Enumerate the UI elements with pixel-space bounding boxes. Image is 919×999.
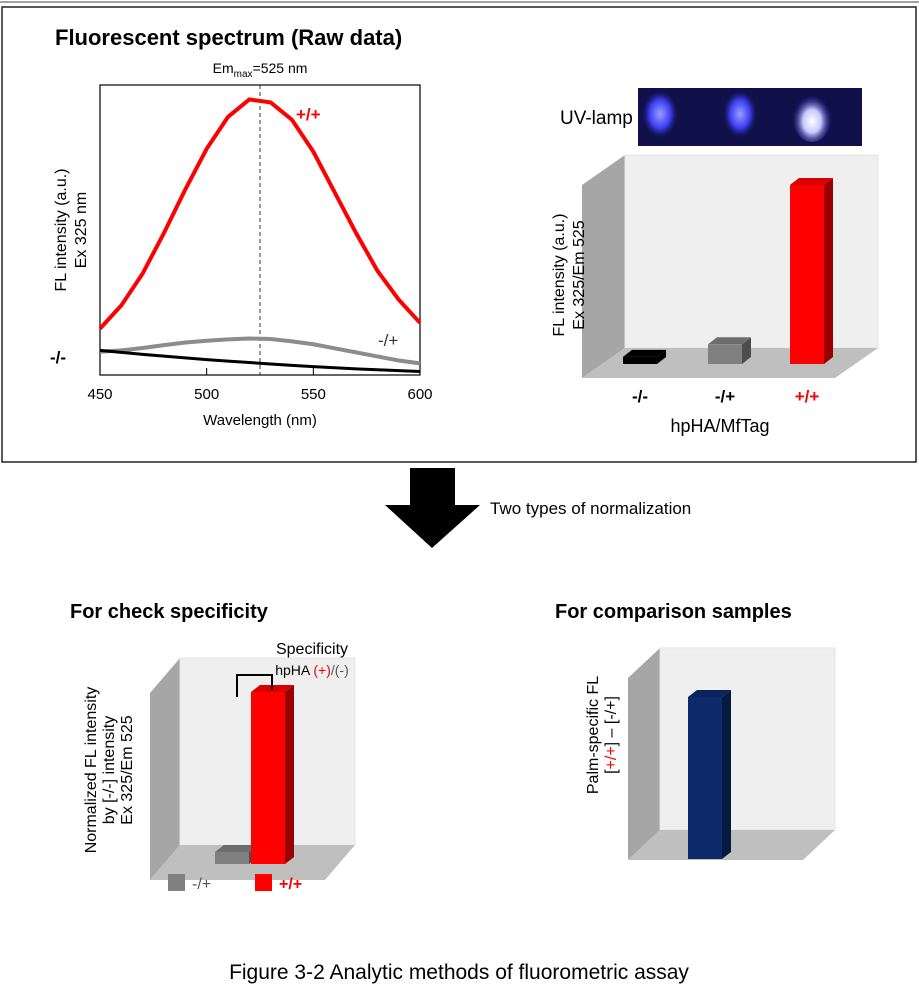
left-wall xyxy=(150,658,180,880)
bar-front xyxy=(251,692,285,864)
bar xyxy=(623,349,666,364)
bar-side xyxy=(722,690,731,859)
back-wall xyxy=(659,647,836,831)
spectrum-line xyxy=(99,348,421,374)
y-axis-label: Normalized FL intensity xyxy=(83,687,100,854)
bar-side xyxy=(742,337,751,364)
legend-label: +/+ xyxy=(279,876,302,893)
em-max-label: Emmax=525 nm xyxy=(213,60,308,80)
bar-top xyxy=(623,349,666,357)
uv-lamp-photo xyxy=(638,88,862,146)
annotation-text-part: /(-) xyxy=(331,662,349,678)
y-axis-label: Palm-specific FL xyxy=(585,676,602,794)
bar-top xyxy=(688,690,731,697)
x-tick-label: 500 xyxy=(194,386,219,403)
left-wall xyxy=(628,648,660,860)
y-axis-label-part: +/+ xyxy=(603,746,620,769)
x-tick-label: 600 xyxy=(407,386,432,403)
uv-label: UV-lamp xyxy=(560,108,633,129)
x-tick-label: 450 xyxy=(87,386,112,403)
chart-title: For check specificity xyxy=(70,601,269,623)
y-axis-label: by [-/-] intensity xyxy=(101,716,118,824)
bar-front xyxy=(790,185,824,364)
left-wall xyxy=(582,155,625,378)
bar-side xyxy=(285,685,294,864)
x-tick-label: 550 xyxy=(301,386,326,403)
em-rest: =525 nm xyxy=(253,60,308,76)
bar-top xyxy=(790,178,833,185)
bar-side xyxy=(824,178,833,364)
annotation-text-part: hpHA xyxy=(275,662,313,678)
bar-side xyxy=(657,349,666,364)
bar xyxy=(790,178,833,364)
bar xyxy=(688,690,731,859)
x-tick-label: -/- xyxy=(632,387,648,406)
legend-swatch xyxy=(168,874,185,891)
bar-top xyxy=(708,337,751,345)
x-tick-label: -/+ xyxy=(715,387,735,406)
annotation-text-part: (+) xyxy=(313,662,331,678)
em-sub: max xyxy=(234,69,253,80)
em-label: Em xyxy=(213,60,234,76)
bar-front xyxy=(708,344,742,364)
panel-frame xyxy=(1,6,917,463)
x-tick-label: +/+ xyxy=(795,387,820,406)
spectrum-line xyxy=(99,336,421,366)
floor xyxy=(628,830,835,860)
x-axis-label: Wavelength (nm) xyxy=(203,412,317,429)
series-label: +/+ xyxy=(296,105,321,124)
bar-front xyxy=(623,356,657,364)
arrow xyxy=(385,468,480,548)
bar-front xyxy=(215,851,249,864)
y-axis-label: Ex 325 nm xyxy=(73,192,90,268)
legend-label: -/+ xyxy=(192,876,211,893)
y-axis-label-part: ] – [-/+] xyxy=(603,696,620,746)
tube xyxy=(723,90,757,138)
y-axis-label: FL intensity (a.u.) xyxy=(551,213,568,336)
bracket xyxy=(236,674,273,697)
chart-title: For comparison samples xyxy=(555,601,792,623)
series-label: -/- xyxy=(50,348,66,367)
y-axis-label-part: [ xyxy=(603,769,620,774)
y-axis-label: [+/+] – [-/+] xyxy=(603,696,620,774)
back-wall xyxy=(624,154,879,349)
x-axis-label: hpHA/MfTag xyxy=(670,416,769,436)
arrow-label: Two types of normalization xyxy=(490,499,691,518)
bar-front xyxy=(688,697,722,859)
annotation-title: Specificity xyxy=(276,641,348,658)
spectrum-line xyxy=(98,97,422,330)
caption: Figure 3-2 Analytic methods of fluoromet… xyxy=(229,961,689,984)
annotation-text: hpHA (+)/(-) xyxy=(275,662,349,678)
bar-top xyxy=(215,844,258,852)
y-axis-label: FL intensity (a.u.) xyxy=(53,168,70,291)
series-label: -/+ xyxy=(378,331,398,350)
bar xyxy=(708,337,751,364)
tube xyxy=(642,90,678,138)
y-axis-label: Ex 325/Em 525 xyxy=(571,220,588,330)
chart-title: Fluorescent spectrum (Raw data) xyxy=(55,25,402,50)
legend-swatch xyxy=(255,874,272,891)
y-axis-label: Ex 325/Em 525 xyxy=(119,715,136,825)
bar xyxy=(251,685,294,864)
tube xyxy=(792,90,832,142)
